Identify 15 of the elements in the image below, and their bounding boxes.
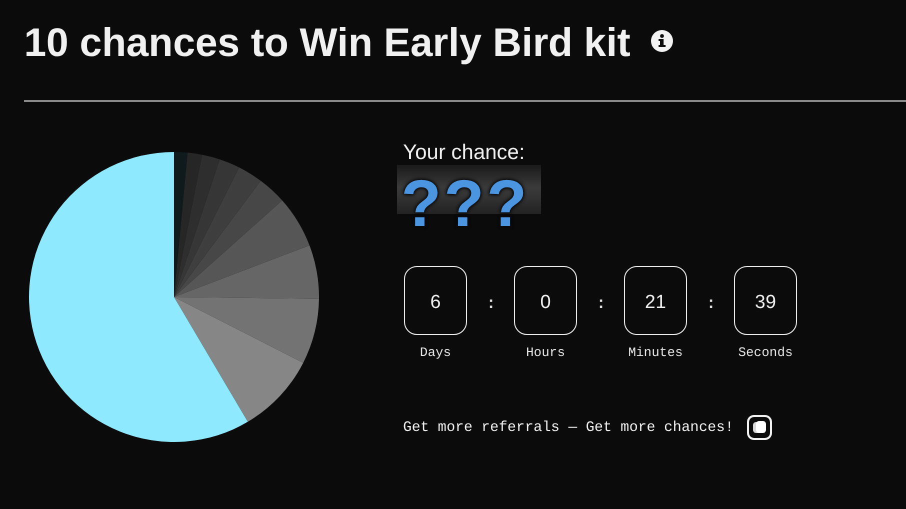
- chart-title: 10 chances to Win Early Bird kit: [24, 21, 631, 65]
- text: ???: [401, 165, 530, 241]
- category-label: Days: [418, 345, 452, 361]
- data-label: 0: [540, 292, 551, 314]
- data-label: 39: [754, 292, 776, 314]
- text: Your chance:: [403, 141, 525, 164]
- text: Get more referrals — Get more chances!: [403, 418, 734, 436]
- text: :: [595, 294, 607, 314]
- data-label: 21: [644, 292, 666, 314]
- data-label: 6: [430, 292, 441, 314]
- text: :: [485, 294, 497, 314]
- text: :: [705, 294, 717, 314]
- category-label: Seconds: [737, 345, 794, 361]
- category-label: Hours: [524, 345, 566, 361]
- category-label: Minutes: [627, 345, 684, 361]
